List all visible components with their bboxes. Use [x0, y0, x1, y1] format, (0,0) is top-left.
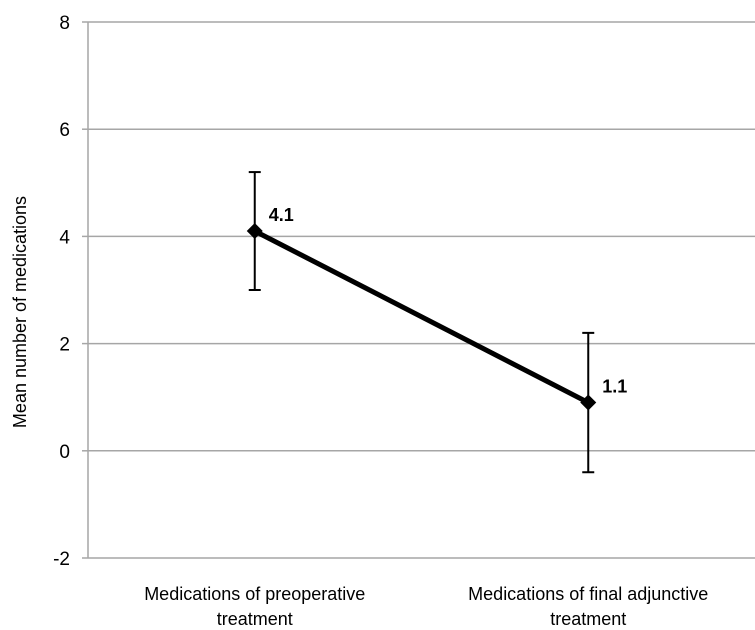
y-tick-label: 8	[59, 13, 70, 34]
category-label: Medications of final adjunctive	[468, 584, 708, 604]
category-label: treatment	[217, 609, 293, 629]
data-label: 4.1	[269, 205, 294, 225]
y-tick-label: 6	[59, 120, 70, 141]
y-tick-label: 4	[59, 227, 70, 248]
series-line-group: 4.1 1.1	[246, 171, 627, 474]
y-axis-title: Mean number of medications	[10, 196, 30, 428]
data-point-marker	[580, 394, 597, 411]
gridlines	[82, 21, 755, 559]
data-point-marker	[246, 223, 263, 240]
category-label: Medications of preoperative	[144, 584, 365, 604]
y-tick-labels: -2 0 2 4 6 8	[53, 13, 70, 570]
series-line	[253, 228, 590, 405]
data-label: 1.1	[602, 377, 627, 397]
y-tick-label: 0	[59, 442, 70, 463]
y-tick-label: 2	[59, 335, 70, 356]
y-tick-label: -2	[53, 549, 70, 570]
category-label: treatment	[550, 609, 626, 629]
category-labels: Medications of preoperative treatment Medi…	[144, 584, 708, 629]
